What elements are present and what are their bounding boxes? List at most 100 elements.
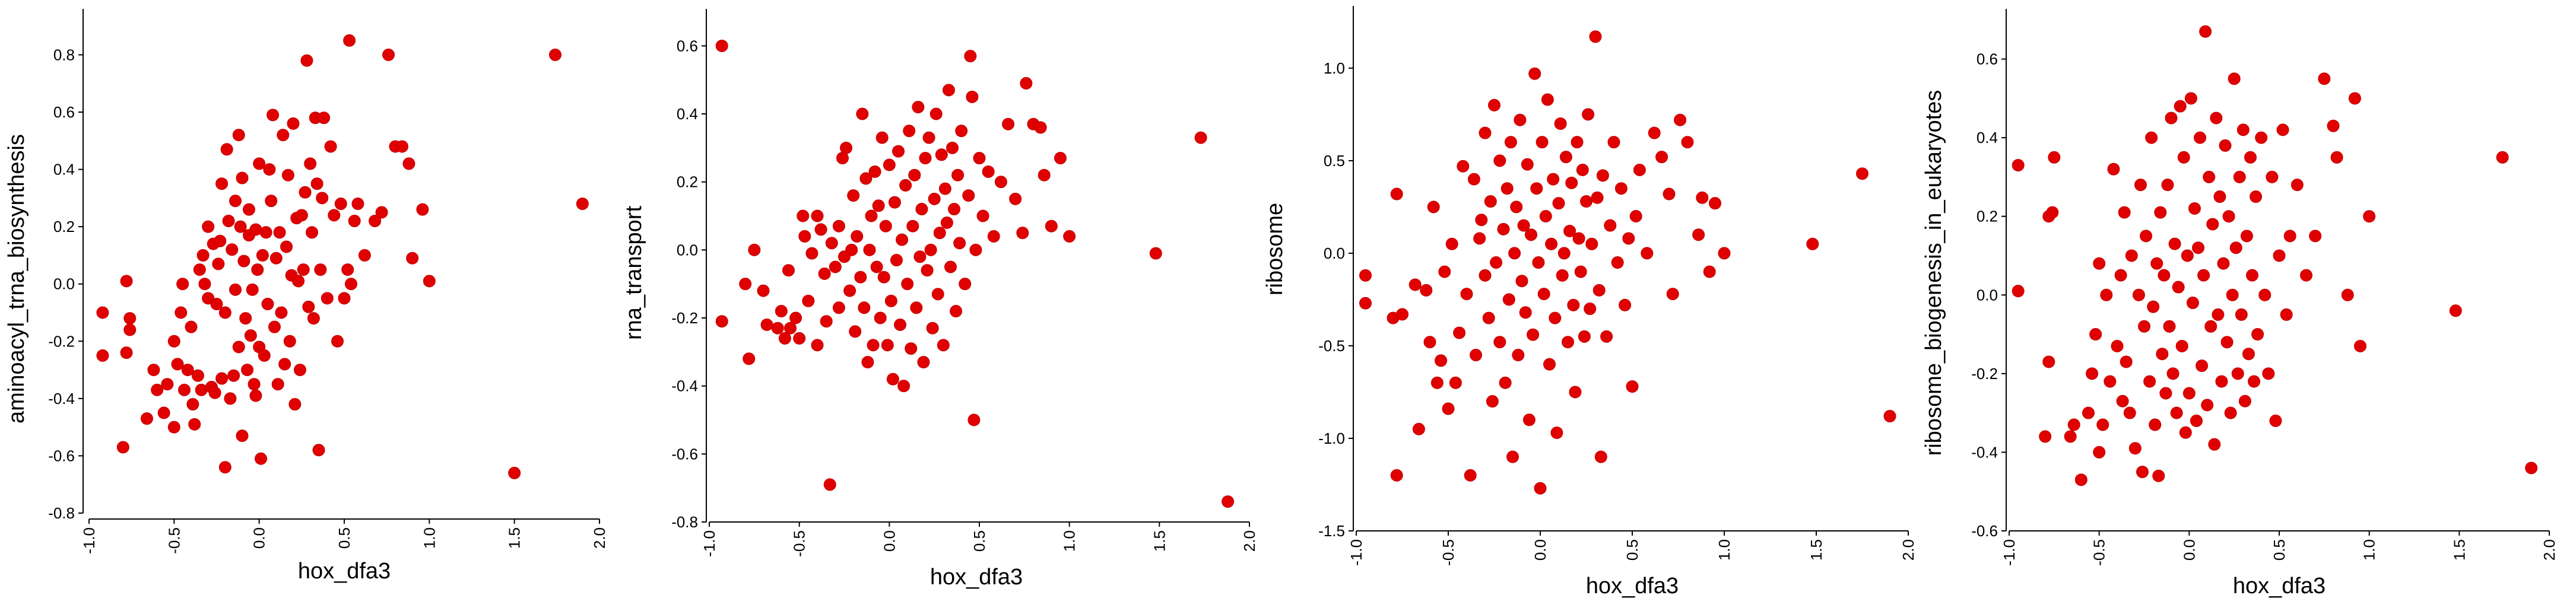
data-point xyxy=(292,275,305,288)
data-point xyxy=(2240,230,2253,243)
x-tick-label: 1.5 xyxy=(1807,539,1825,561)
x-tick-label: -0.5 xyxy=(2090,539,2108,566)
data-point xyxy=(2067,418,2080,431)
y-tick-label: 0.2 xyxy=(1977,208,1998,225)
x-tick-label: 0.0 xyxy=(2180,539,2198,561)
data-point xyxy=(2012,285,2025,298)
data-point xyxy=(1543,358,1556,371)
data-point xyxy=(348,214,361,227)
data-point xyxy=(1594,450,1607,463)
data-point xyxy=(1576,163,1589,176)
data-point xyxy=(1063,230,1076,243)
data-point xyxy=(116,441,129,454)
data-point xyxy=(1532,256,1545,269)
data-point xyxy=(2125,249,2138,262)
data-point xyxy=(576,198,589,211)
data-point xyxy=(269,252,283,265)
data-point xyxy=(912,101,925,114)
data-point xyxy=(1550,426,1563,440)
data-point xyxy=(823,478,836,491)
x-axis-label: hox_dfa3 xyxy=(930,565,1023,590)
data-point xyxy=(2199,25,2212,38)
data-point xyxy=(1536,136,1549,149)
data-point xyxy=(1663,187,1676,200)
data-point xyxy=(193,263,206,276)
data-point xyxy=(879,219,892,233)
data-point xyxy=(1488,98,1500,112)
y-tick-label: 0.8 xyxy=(53,46,75,63)
data-point xyxy=(1622,232,1635,245)
data-point xyxy=(1539,210,1552,223)
data-point xyxy=(2074,473,2088,486)
data-point xyxy=(1883,410,1896,423)
data-point xyxy=(2156,348,2169,361)
data-point xyxy=(973,152,986,165)
data-point xyxy=(2182,387,2196,400)
data-point xyxy=(845,243,858,256)
y-tick-label: -0.8 xyxy=(671,513,698,531)
data-point xyxy=(2104,375,2117,388)
data-point xyxy=(1512,349,1525,362)
data-point xyxy=(1554,117,1567,130)
data-point xyxy=(261,298,274,311)
data-point xyxy=(2181,249,2194,262)
data-point xyxy=(843,284,856,297)
data-point xyxy=(218,306,231,319)
data-point xyxy=(2246,269,2258,282)
data-point xyxy=(358,249,371,262)
data-point xyxy=(344,278,357,291)
data-point xyxy=(2192,241,2204,254)
data-point xyxy=(241,364,254,377)
data-point xyxy=(1530,182,1543,195)
data-point xyxy=(2525,461,2538,475)
data-point xyxy=(2201,399,2214,412)
data-point xyxy=(847,189,860,202)
data-point xyxy=(244,329,257,342)
data-point xyxy=(1521,158,1534,171)
data-point xyxy=(2188,202,2201,215)
data-point xyxy=(1582,108,1595,121)
data-point xyxy=(1557,247,1571,260)
data-point xyxy=(1412,422,1425,435)
data-point xyxy=(251,263,264,276)
data-point xyxy=(2134,179,2147,192)
data-point xyxy=(1703,265,1716,278)
data-point xyxy=(1222,495,1235,508)
data-point xyxy=(856,107,869,120)
data-point xyxy=(921,264,934,277)
data-point xyxy=(881,339,894,352)
data-point xyxy=(382,48,395,61)
data-point xyxy=(2204,320,2217,333)
data-point xyxy=(2363,210,2376,223)
data-point xyxy=(2120,355,2133,368)
data-point xyxy=(295,209,308,222)
data-point xyxy=(917,356,930,369)
data-point xyxy=(849,325,862,338)
data-point xyxy=(2244,151,2257,164)
data-point xyxy=(805,247,819,260)
data-point xyxy=(218,461,231,474)
data-point xyxy=(861,356,874,369)
data-point xyxy=(302,300,315,313)
data-point xyxy=(2496,151,2509,164)
data-point xyxy=(1527,328,1540,341)
data-point xyxy=(2039,430,2052,443)
data-point xyxy=(1493,154,1506,167)
data-point xyxy=(1499,376,1512,389)
data-point xyxy=(953,237,966,250)
data-point xyxy=(811,209,824,222)
data-point xyxy=(967,413,981,426)
data-point xyxy=(922,131,935,144)
data-point xyxy=(1473,232,1486,245)
data-point xyxy=(2177,151,2190,164)
data-point xyxy=(2280,308,2293,321)
scatter-plot-1: hox_dfa3 aminoacyl_trna_biosynthesis -0.… xyxy=(4,9,608,584)
data-point xyxy=(1567,298,1580,311)
data-point xyxy=(820,315,833,328)
data-point xyxy=(1390,187,1403,200)
data-point xyxy=(2159,387,2172,400)
data-point xyxy=(2161,179,2174,192)
data-point xyxy=(832,219,845,233)
data-point xyxy=(955,125,968,138)
